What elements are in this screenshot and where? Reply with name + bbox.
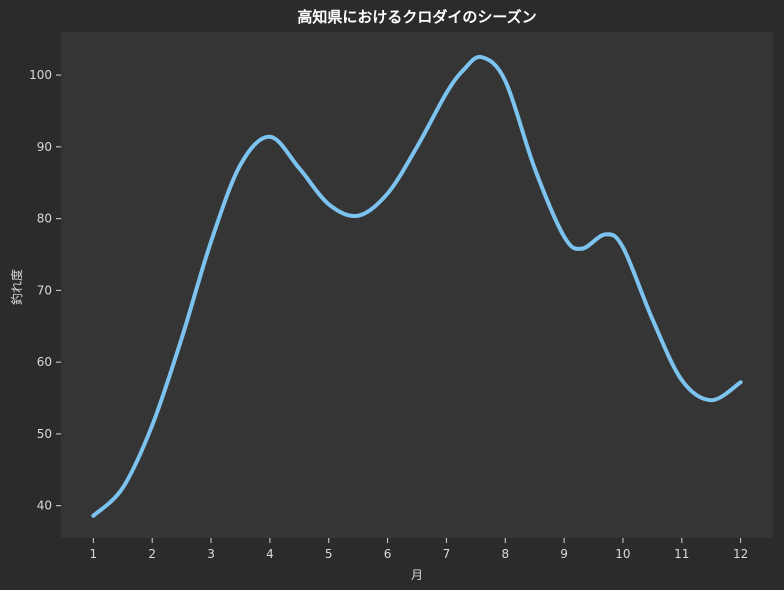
x-tick-label: 8 [501,547,509,561]
y-axis-label: 釣れ度 [9,269,24,305]
x-tick-label: 1 [90,547,98,561]
y-tick-label: 60 [37,355,52,369]
x-axis: 1 2 3 4 5 6 7 8 9 10 11 12 [90,538,748,561]
y-tick-label: 50 [37,427,52,441]
chart-title: 高知県におけるクロダイのシーズン [297,8,536,26]
x-tick-label: 2 [148,547,156,561]
plot-area [61,32,773,538]
y-tick-label: 90 [37,140,52,154]
x-tick-label: 7 [443,547,451,561]
y-axis: 40 50 60 70 80 90 100 [29,68,61,513]
series-line [91,54,743,518]
x-tick-label: 5 [325,547,333,561]
x-tick-label: 11 [674,547,689,561]
x-tick-label: 6 [384,547,392,561]
x-axis-label: 月 [411,568,423,582]
y-tick-label: 70 [37,283,52,297]
x-tick-label: 3 [207,547,215,561]
y-tick-label: 80 [37,212,52,226]
y-tick-label: 100 [29,68,52,82]
y-tick-label: 40 [37,499,52,513]
x-tick-label: 10 [615,547,630,561]
x-tick-label: 4 [266,547,274,561]
x-tick-label: 12 [733,547,748,561]
x-tick-label: 9 [560,547,568,561]
